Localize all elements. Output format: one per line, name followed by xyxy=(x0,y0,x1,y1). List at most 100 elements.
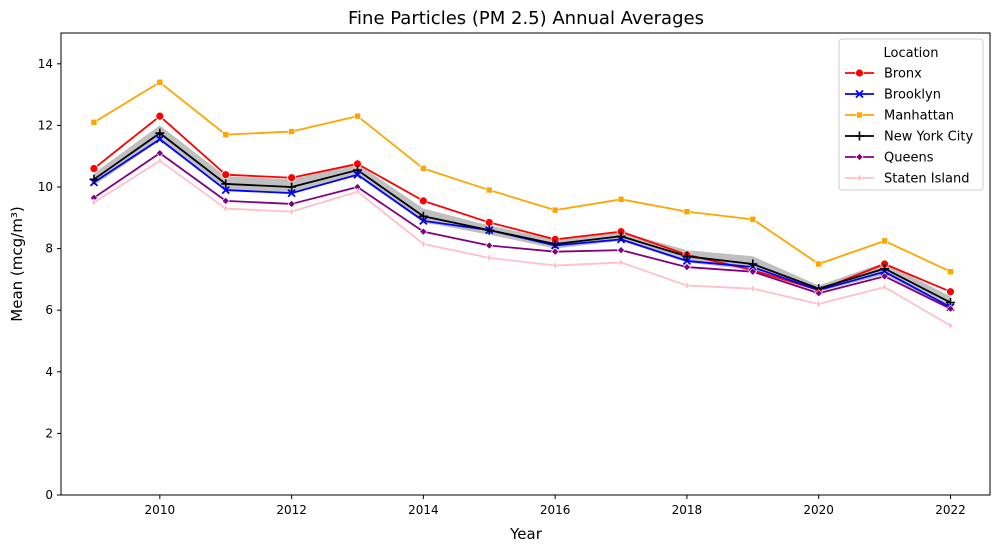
y-axis-title: Mean (mcg/m³) xyxy=(8,206,26,321)
data-point-staten-island xyxy=(223,204,229,213)
legend-item-staten-island: Staten Island xyxy=(845,172,969,187)
x-tick-label: 2022 xyxy=(935,503,966,517)
data-point-staten-island xyxy=(354,187,360,196)
data-point-staten-island xyxy=(552,261,558,270)
y-tick-label: 4 xyxy=(45,365,53,379)
legend-label: Manhattan xyxy=(884,109,954,124)
data-point-new-york-city xyxy=(352,165,362,175)
x-tick-label: 2016 xyxy=(540,503,571,517)
data-point-new-york-city xyxy=(418,211,428,221)
data-point-manhattan xyxy=(90,119,98,126)
data-point-new-york-city xyxy=(89,174,99,184)
y-axis: 0 2 4 6 8 10 12 14 xyxy=(38,57,61,502)
series-line-brooklyn xyxy=(93,138,951,308)
x-tick-label: 2012 xyxy=(276,503,307,517)
data-point-new-york-city xyxy=(484,225,494,235)
data-point-brooklyn xyxy=(419,216,428,226)
legend-label: Bronx xyxy=(884,67,922,82)
x-tick-label: 2020 xyxy=(803,503,834,517)
data-point-new-york-city xyxy=(155,128,165,138)
data-point-manhattan xyxy=(617,196,625,203)
data-point-queens xyxy=(551,247,560,256)
legend-item-bronx: Bronx xyxy=(845,67,922,82)
legend-label: New York City xyxy=(884,130,973,145)
y-tick-label: 12 xyxy=(38,118,53,132)
y-tick-label: 8 xyxy=(45,242,53,256)
legend-marker xyxy=(855,131,864,141)
data-point-staten-island xyxy=(157,156,163,165)
data-point-manhattan xyxy=(288,128,295,135)
data-point-staten-island xyxy=(420,239,426,249)
data-point-manhattan xyxy=(881,237,888,245)
series-points-staten-island xyxy=(91,156,953,330)
data-point-queens xyxy=(221,196,230,205)
series-line-staten-island xyxy=(93,159,951,327)
confidence-band-new-york-city xyxy=(93,125,951,309)
data-point-brooklyn xyxy=(682,256,692,266)
data-point-brooklyn xyxy=(353,170,362,179)
series-line-manhattan xyxy=(93,81,951,273)
legend-item-queens: Queens xyxy=(845,151,934,166)
data-point-queens xyxy=(155,149,164,158)
series-line-new-york-city xyxy=(93,132,951,304)
legend-item-brooklyn: Brooklyn xyxy=(845,88,941,103)
x-axis: 2010 2012 2014 2016 2018 2020 2022 xyxy=(145,495,966,517)
data-point-queens xyxy=(419,227,428,236)
y-tick-label: 10 xyxy=(38,180,53,194)
data-point-new-york-city xyxy=(550,239,560,249)
data-point-staten-island xyxy=(882,283,888,292)
x-tick-label: 2018 xyxy=(672,503,703,517)
data-point-staten-island xyxy=(816,299,822,309)
series-points-new-york-city xyxy=(89,128,955,307)
data-point-queens xyxy=(748,267,757,276)
data-point-manhattan xyxy=(749,216,757,223)
data-point-queens xyxy=(485,241,494,250)
data-point-staten-island xyxy=(289,207,295,216)
data-point-staten-island xyxy=(618,258,624,267)
y-tick-label: 2 xyxy=(45,426,53,440)
data-point-bronx xyxy=(287,173,297,183)
legend-marker xyxy=(856,111,863,119)
data-point-queens xyxy=(287,199,296,208)
confidence-band-layer xyxy=(93,125,951,309)
data-point-bronx xyxy=(155,111,165,121)
legend-title: Location xyxy=(884,46,939,61)
data-point-bronx xyxy=(418,196,428,206)
data-point-new-york-city xyxy=(880,264,890,274)
data-point-new-york-city xyxy=(221,179,231,189)
data-point-new-york-city xyxy=(748,259,758,269)
x-axis-title: Year xyxy=(509,525,543,543)
legend-item-manhattan: Manhattan xyxy=(845,109,954,124)
legend-items: Bronx Brooklyn Manhattan New York City Queen… xyxy=(845,67,973,187)
data-point-new-york-city xyxy=(287,182,297,192)
y-tick-label: 6 xyxy=(45,303,53,317)
data-point-staten-island xyxy=(684,281,690,290)
data-point-bronx xyxy=(946,287,955,297)
data-point-staten-island xyxy=(947,321,953,330)
plot-area-frame xyxy=(60,32,991,496)
data-point-new-york-city xyxy=(682,251,692,261)
data-point-queens xyxy=(814,289,823,298)
legend-label: Queens xyxy=(884,151,934,166)
data-point-queens xyxy=(880,272,889,281)
legend-marker xyxy=(855,89,864,99)
data-point-bronx xyxy=(89,164,99,173)
data-point-manhattan xyxy=(354,112,361,120)
data-point-manhattan xyxy=(222,131,230,138)
series-points-manhattan xyxy=(90,78,954,276)
data-point-bronx xyxy=(484,218,494,227)
legend: Location Bronx Brooklyn Manhattan New York … xyxy=(838,38,984,191)
data-point-manhattan xyxy=(420,165,427,172)
legend-marker xyxy=(855,152,864,162)
data-point-staten-island xyxy=(91,198,97,207)
data-point-staten-island xyxy=(750,284,756,293)
x-tick-label: 2010 xyxy=(145,503,176,517)
data-point-queens xyxy=(617,246,626,255)
legend-marker xyxy=(857,173,862,183)
data-point-brooklyn xyxy=(287,189,296,198)
legend-label: Brooklyn xyxy=(884,88,941,103)
data-point-bronx xyxy=(221,170,231,180)
series-lines-layer xyxy=(93,81,951,327)
data-point-manhattan xyxy=(947,268,954,276)
